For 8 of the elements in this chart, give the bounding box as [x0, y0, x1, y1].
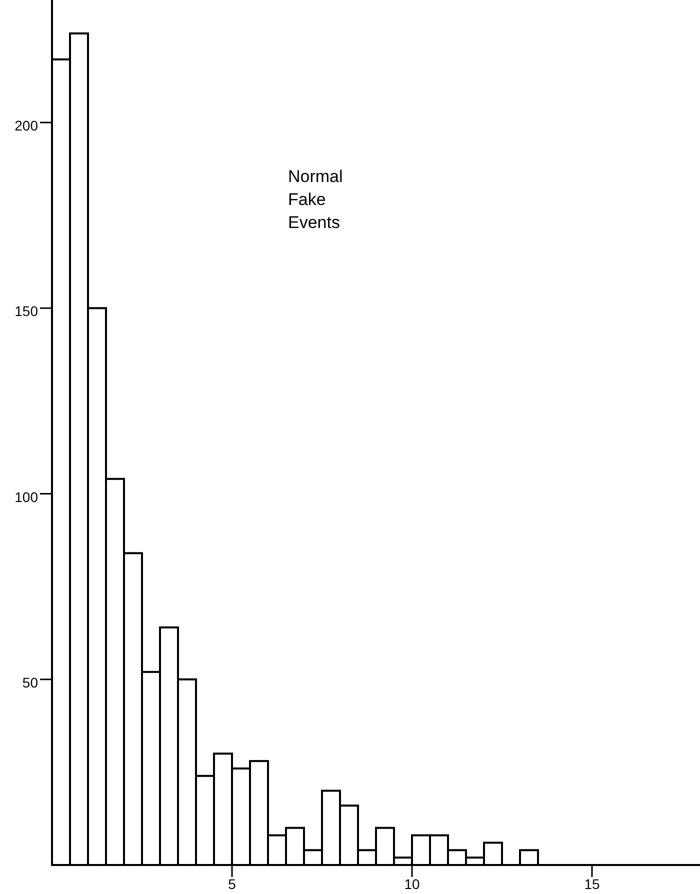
x-tick-label: 15 [584, 876, 600, 892]
y-tick-label: 100 [14, 488, 38, 505]
x-tick-label: 5 [228, 876, 236, 892]
x-tick-label: 10 [404, 876, 420, 892]
annotation: Normal Fake Events [288, 167, 343, 232]
y-tick-label: 200 [14, 118, 38, 134]
y-tick-label: 50 [22, 674, 38, 690]
y-tick-label: 150 [14, 303, 38, 320]
